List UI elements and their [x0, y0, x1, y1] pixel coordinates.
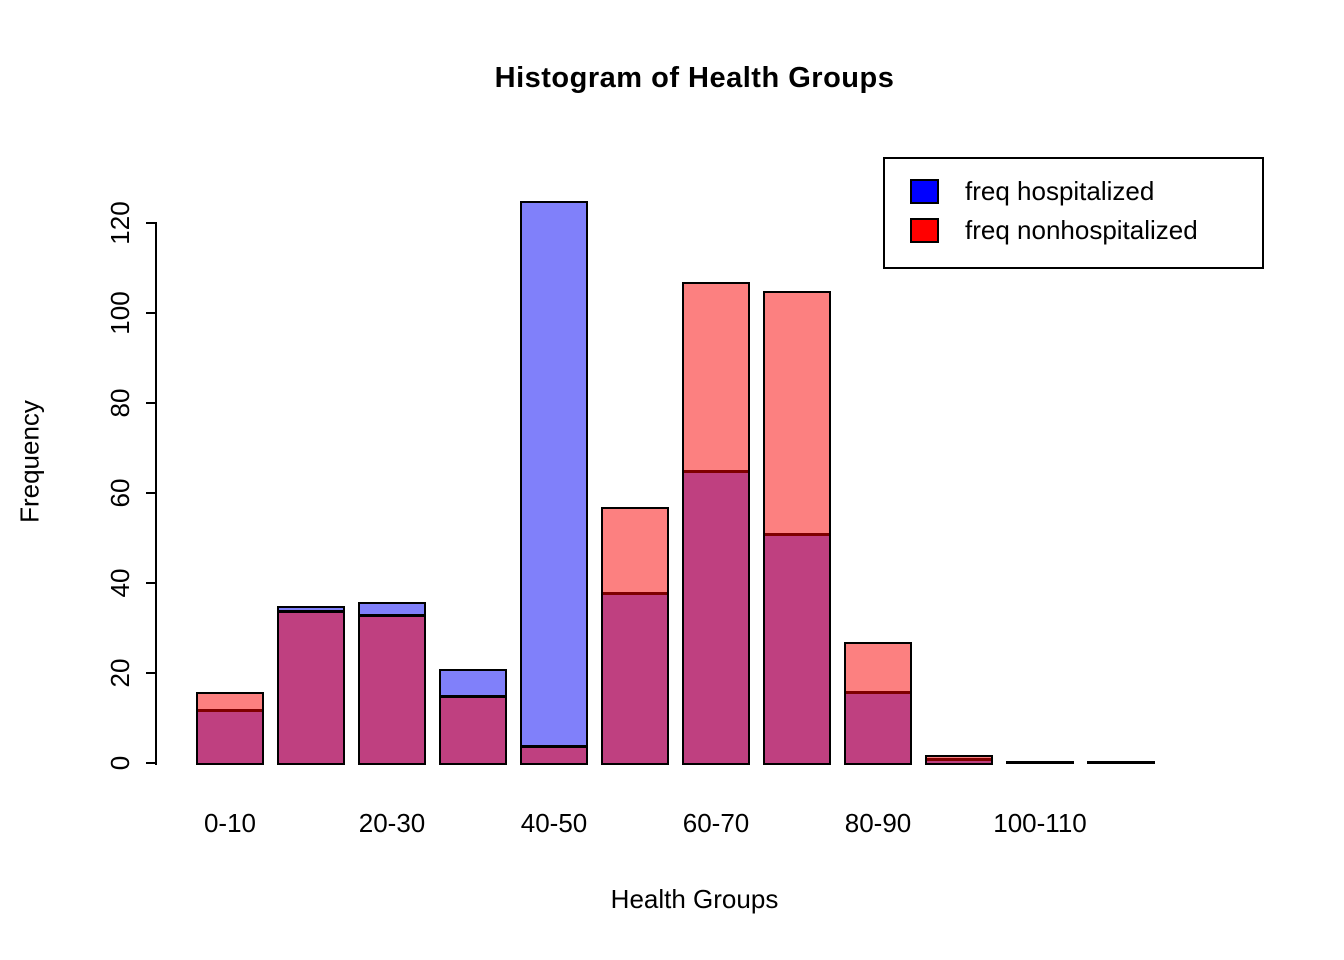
x-tick-label-40-50: 40-50: [520, 808, 588, 838]
legend-label: freq nonhospitalized: [965, 214, 1198, 245]
x-tick-label-60-70: 60-70: [682, 808, 750, 838]
y-tick-label: 40: [105, 568, 135, 598]
bar-overlap-segment: [927, 758, 991, 763]
bar-60-70: [682, 282, 750, 765]
bar-overlap-segment: [279, 610, 343, 763]
y-tick-label: 100: [105, 291, 135, 335]
y-tick: [146, 492, 156, 494]
bar-40-50: [520, 201, 588, 765]
bar-overlap-segment: [846, 691, 910, 763]
y-tick: [146, 582, 156, 584]
bar-0-10: [196, 692, 264, 765]
bar-zero-110-120: [1087, 761, 1155, 764]
y-tick-label: 0: [105, 755, 135, 771]
x-axis-label: Health Groups: [610, 884, 779, 914]
bar-10-20: [277, 606, 345, 765]
legend-swatch-blue: [910, 178, 939, 204]
bar-30-40: [439, 669, 507, 765]
y-tick-label: 120: [105, 201, 135, 245]
bar-50-60: [601, 507, 669, 765]
legend-box: freq hospitalized freq nonhospitalized: [883, 157, 1264, 269]
bar-80-90: [844, 642, 912, 765]
bar-overlap-segment: [441, 695, 505, 763]
y-tick: [146, 672, 156, 674]
y-tick-label: 80: [105, 388, 135, 418]
y-tick: [146, 312, 156, 314]
y-axis-line: [155, 222, 157, 765]
legend-label: freq hospitalized: [965, 175, 1155, 206]
legend-swatch-red: [910, 217, 939, 243]
legend-item-nonhospitalized: freq nonhospitalized: [885, 215, 1262, 245]
chart-title: Histogram of Health Groups: [494, 62, 895, 94]
bar-overlap-segment: [765, 533, 829, 763]
bar-overlap-segment: [198, 709, 262, 763]
bar-zero-100-110: [1006, 761, 1074, 764]
bar-overlap-segment: [603, 592, 667, 763]
y-tick: [146, 762, 156, 764]
y-tick-label: 20: [105, 658, 135, 688]
y-tick: [146, 222, 156, 224]
x-tick-label-100-110: 100-110: [993, 808, 1087, 838]
bar-overlap-segment: [360, 614, 424, 763]
bar-20-30: [358, 602, 426, 765]
x-tick-label-20-30: 20-30: [358, 808, 426, 838]
bar-70-80: [763, 291, 831, 765]
x-tick-label-0-10: 0-10: [203, 808, 257, 838]
y-tick: [146, 402, 156, 404]
x-tick-label-80-90: 80-90: [844, 808, 912, 838]
bar-overlap-segment: [684, 470, 748, 763]
bar-90-100: [925, 755, 993, 765]
y-tick-label: 60: [105, 478, 135, 508]
bar-overlap-segment: [522, 745, 586, 763]
legend-item-hospitalized: freq hospitalized: [885, 176, 1262, 206]
y-axis-label: Frequency: [14, 400, 45, 523]
